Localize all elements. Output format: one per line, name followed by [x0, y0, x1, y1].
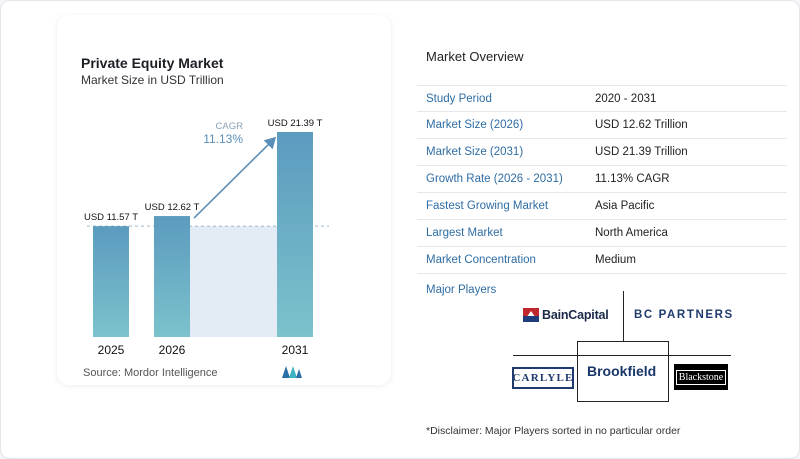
overview-row: Market Concentration Medium: [417, 247, 787, 274]
bar-value-label: USD 21.39 T: [268, 118, 323, 129]
cagr-arrow: [193, 136, 277, 219]
bar-2031: [277, 132, 313, 337]
bar-value-label: USD 11.57 T: [84, 212, 138, 223]
overview-row-label: Market Size (2026): [426, 119, 524, 131]
overview-row: Largest Market North America: [417, 220, 787, 247]
cagr-value: 11.13%: [203, 132, 243, 146]
bar-2026: [154, 216, 190, 337]
blackstone-logo-text: Blackstone: [675, 369, 727, 385]
major-players-title: Major Players: [426, 284, 497, 296]
category-label: 2031: [282, 343, 309, 357]
overview-row-label: Market Size (2031): [426, 146, 524, 158]
overview-table: Study Period 2020 - 2031 Market Size (2026…: [417, 85, 787, 274]
projection-area: [190, 226, 277, 337]
brookfield-logo: Brookfield: [587, 363, 657, 379]
overview-row-value: Medium: [595, 254, 636, 266]
category-label: 2025: [98, 343, 125, 357]
divider-line: [577, 401, 669, 402]
market-overview-title: Market Overview: [426, 49, 524, 64]
overview-row-label: Largest Market: [426, 227, 503, 239]
overview-row: Study Period 2020 - 2031: [417, 85, 787, 112]
overview-row-label: Growth Rate (2026 - 2031): [426, 173, 563, 185]
cagr-label: CAGR: [216, 121, 244, 132]
blackstone-logo: Blackstone: [674, 364, 728, 390]
bar-chart: USD 11.57 T 2025 USD 12.62 T 2026 USD 21.39 …: [84, 118, 329, 357]
overview-row: Growth Rate (2026 - 2031) 11.13% CAGR: [417, 166, 787, 193]
bar-2025: [93, 226, 129, 337]
divider-line: [577, 341, 669, 342]
overview-row-value: 11.13% CAGR: [595, 173, 670, 185]
carlyle-logo: CARLYLE: [512, 367, 574, 389]
overview-row-value: Asia Pacific: [595, 200, 655, 212]
overview-row-label: Market Concentration: [426, 254, 536, 266]
mordor-logo-icon: [282, 366, 302, 378]
carlyle-logo-text: CARLYLE: [512, 372, 574, 384]
divider-line: [668, 341, 669, 401]
disclaimer-text: *Disclaimer: Major Players sorted in no …: [426, 425, 681, 437]
chart-panel: Private Equity Market Market Size in USD…: [57, 15, 391, 385]
source-note: Source: Mordor Intelligence: [83, 367, 218, 379]
divider-line: [623, 291, 624, 341]
overview-row-label: Fastest Growing Market: [426, 200, 549, 212]
baincapital-logo-text: BainCapital: [542, 308, 609, 322]
baincapital-icon: [523, 308, 539, 322]
chart-title: Private Equity Market: [81, 55, 224, 71]
overview-row-value: USD 12.62 Trillion: [595, 119, 688, 131]
chart-subtitle: Market Size in USD Trillion: [81, 73, 224, 87]
overview-row: Fastest Growing Market Asia Pacific: [417, 193, 787, 220]
overview-row-value: USD 21.39 Trillion: [595, 146, 688, 158]
divider-line: [577, 341, 578, 401]
overview-row-value: North America: [595, 227, 668, 239]
overview-row: Market Size (2026) USD 12.62 Trillion: [417, 112, 787, 139]
category-label: 2026: [159, 343, 186, 357]
overview-row-value: 2020 - 2031: [595, 93, 657, 105]
overview-row: Market Size (2031) USD 21.39 Trillion: [417, 139, 787, 166]
overview-row-label: Study Period: [426, 93, 492, 105]
baincapital-logo: BainCapital: [523, 306, 609, 324]
divider-line: [513, 355, 731, 356]
bcpartners-logo: BC PARTNERS: [634, 309, 734, 321]
bar-value-label: USD 12.62 T: [145, 202, 200, 213]
